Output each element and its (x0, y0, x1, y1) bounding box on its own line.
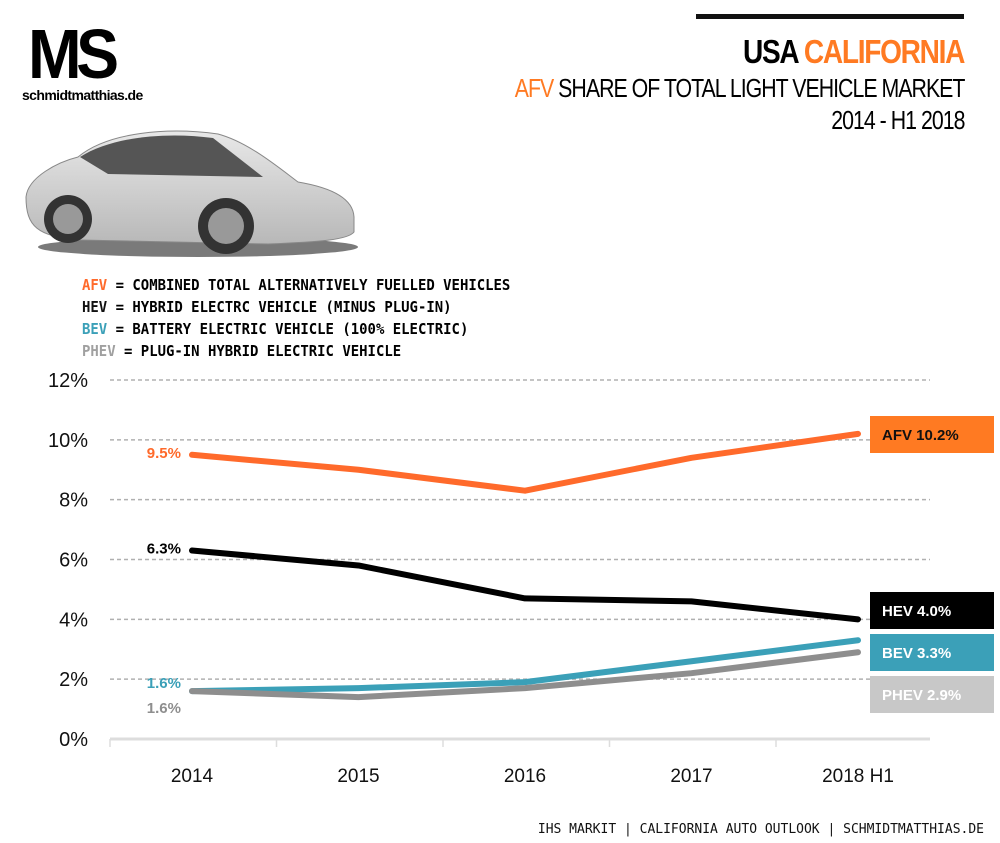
logo-site: schmidtmatthias.de (22, 87, 143, 103)
subtitle: AFV SHARE OF TOTAL LIGHT VEHICLE MARKET (514, 73, 965, 103)
x-tick-label: 2016 (504, 766, 546, 787)
series-line-hev (189, 547, 861, 623)
series-line-bev (189, 637, 861, 695)
legend-abbr: BEV (82, 320, 108, 338)
title-state: CALIFORNIA (803, 33, 965, 70)
x-tick-label: 2017 (670, 766, 712, 787)
legend-text: = HYBRID ELECTRC VEHICLE (MINUS PLUG-IN) (115, 298, 452, 316)
car-image (25, 130, 358, 257)
legend-abbr: PHEV (82, 342, 116, 360)
end-label-box (870, 676, 994, 713)
subtitle-abbr: AFV (514, 73, 553, 103)
legend-text: = PLUG-IN HYBRID ELECTRIC VEHICLE (123, 342, 402, 360)
legend-item-bev: BEV = BATTERY ELECTRIC VEHICLE (100% ELE… (82, 318, 510, 340)
source-note: IHS MARKIT | CALIFORNIA AUTO OUTLOOK | S… (537, 822, 984, 837)
y-tick-label: 6% (59, 550, 88, 572)
series-line-phev (189, 649, 861, 701)
end-label-box (870, 634, 994, 671)
legend-abbr: HEV (82, 298, 108, 316)
y-tick-label: 4% (59, 609, 88, 631)
legend-text: = BATTERY ELECTRIC VEHICLE (100% ELECTRI… (115, 320, 469, 338)
end-label-box (870, 592, 994, 629)
subtitle-text: SHARE OF TOTAL LIGHT VEHICLE MARKET (557, 73, 965, 103)
legend-item-phev: PHEV = PLUG-IN HYBRID ELECTRIC VEHICLE (82, 340, 510, 362)
y-tick-label: 2% (59, 669, 88, 691)
legend-text: = COMBINED TOTAL ALTERNATIVELY FUELLED V… (115, 276, 511, 294)
end-label-box (870, 416, 994, 453)
page-title: USA CALIFORNIA (742, 33, 965, 70)
legend-item-hev: HEV = HYBRID ELECTRC VEHICLE (MINUS PLUG… (82, 296, 510, 318)
series-line-afv (189, 430, 861, 494)
end-value-label: BEV 3.3% (882, 645, 951, 662)
legend-abbr: AFV (82, 276, 108, 294)
legend: AFV = COMBINED TOTAL ALTERNATIVELY FUELL… (82, 274, 543, 362)
title-country: USA (742, 33, 799, 70)
period: 2014 - H1 2018 (830, 105, 965, 135)
x-tick-label: 2018 H1 (822, 766, 894, 787)
legend-item-afv: AFV = COMBINED TOTAL ALTERNATIVELY FUELL… (82, 274, 510, 296)
y-tick-label: 8% (59, 490, 88, 512)
end-value-label: HEV 4.0% (882, 603, 951, 620)
start-value-label: 1.6% (147, 675, 181, 692)
y-tick-label: 12% (48, 370, 88, 392)
start-value-label: 9.5% (147, 445, 181, 462)
end-value-label: PHEV 2.9% (882, 687, 961, 704)
x-tick-label: 2015 (337, 766, 379, 787)
logo: MS (28, 15, 119, 93)
end-value-label: AFV 10.2% (882, 427, 959, 444)
y-tick-label: 10% (48, 430, 88, 452)
top-rule (696, 14, 964, 19)
start-value-label: 1.6% (147, 700, 181, 717)
x-tick-label: 2014 (171, 766, 214, 787)
y-tick-label: 0% (59, 729, 88, 751)
start-value-label: 6.3% (147, 541, 181, 558)
